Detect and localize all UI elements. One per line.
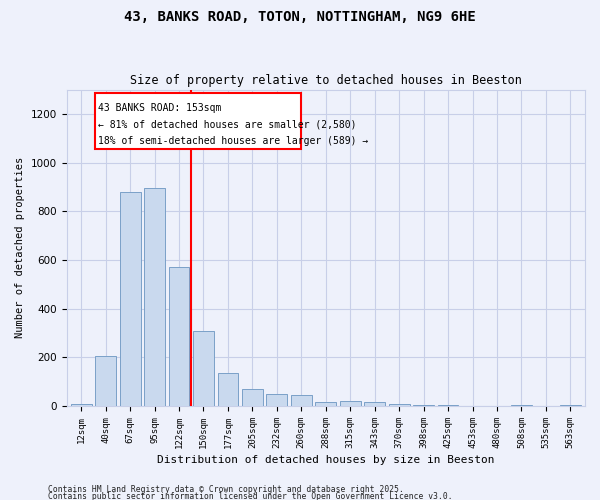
Bar [340,401,361,406]
X-axis label: Distribution of detached houses by size in Beeston: Distribution of detached houses by size … [157,455,494,465]
Bar [316,402,336,406]
Text: 43, BANKS ROAD, TOTON, NOTTINGHAM, NG9 6HE: 43, BANKS ROAD, TOTON, NOTTINGHAM, NG9 6… [124,10,476,24]
Bar [95,356,116,406]
Bar [291,395,312,406]
Title: Size of property relative to detached houses in Beeston: Size of property relative to detached ho… [130,74,522,87]
Bar [364,402,385,406]
FancyBboxPatch shape [95,93,301,149]
Bar [389,404,410,406]
Bar [193,330,214,406]
Bar [71,404,92,406]
Bar [266,394,287,406]
Bar [169,268,190,406]
Bar [413,405,434,406]
Text: Contains HM Land Registry data © Crown copyright and database right 2025.: Contains HM Land Registry data © Crown c… [48,486,404,494]
Bar [218,373,238,406]
Bar [437,405,458,406]
Text: Contains public sector information licensed under the Open Government Licence v3: Contains public sector information licen… [48,492,452,500]
Text: 18% of semi-detached houses are larger (589) →: 18% of semi-detached houses are larger (… [98,136,368,145]
Text: ← 81% of detached houses are smaller (2,580): ← 81% of detached houses are smaller (2,… [98,120,356,130]
Bar [120,192,140,406]
Text: 43 BANKS ROAD: 153sqm: 43 BANKS ROAD: 153sqm [98,103,221,113]
Y-axis label: Number of detached properties: Number of detached properties [15,157,25,338]
Bar [144,188,165,406]
Bar [560,405,581,406]
Bar [242,388,263,406]
